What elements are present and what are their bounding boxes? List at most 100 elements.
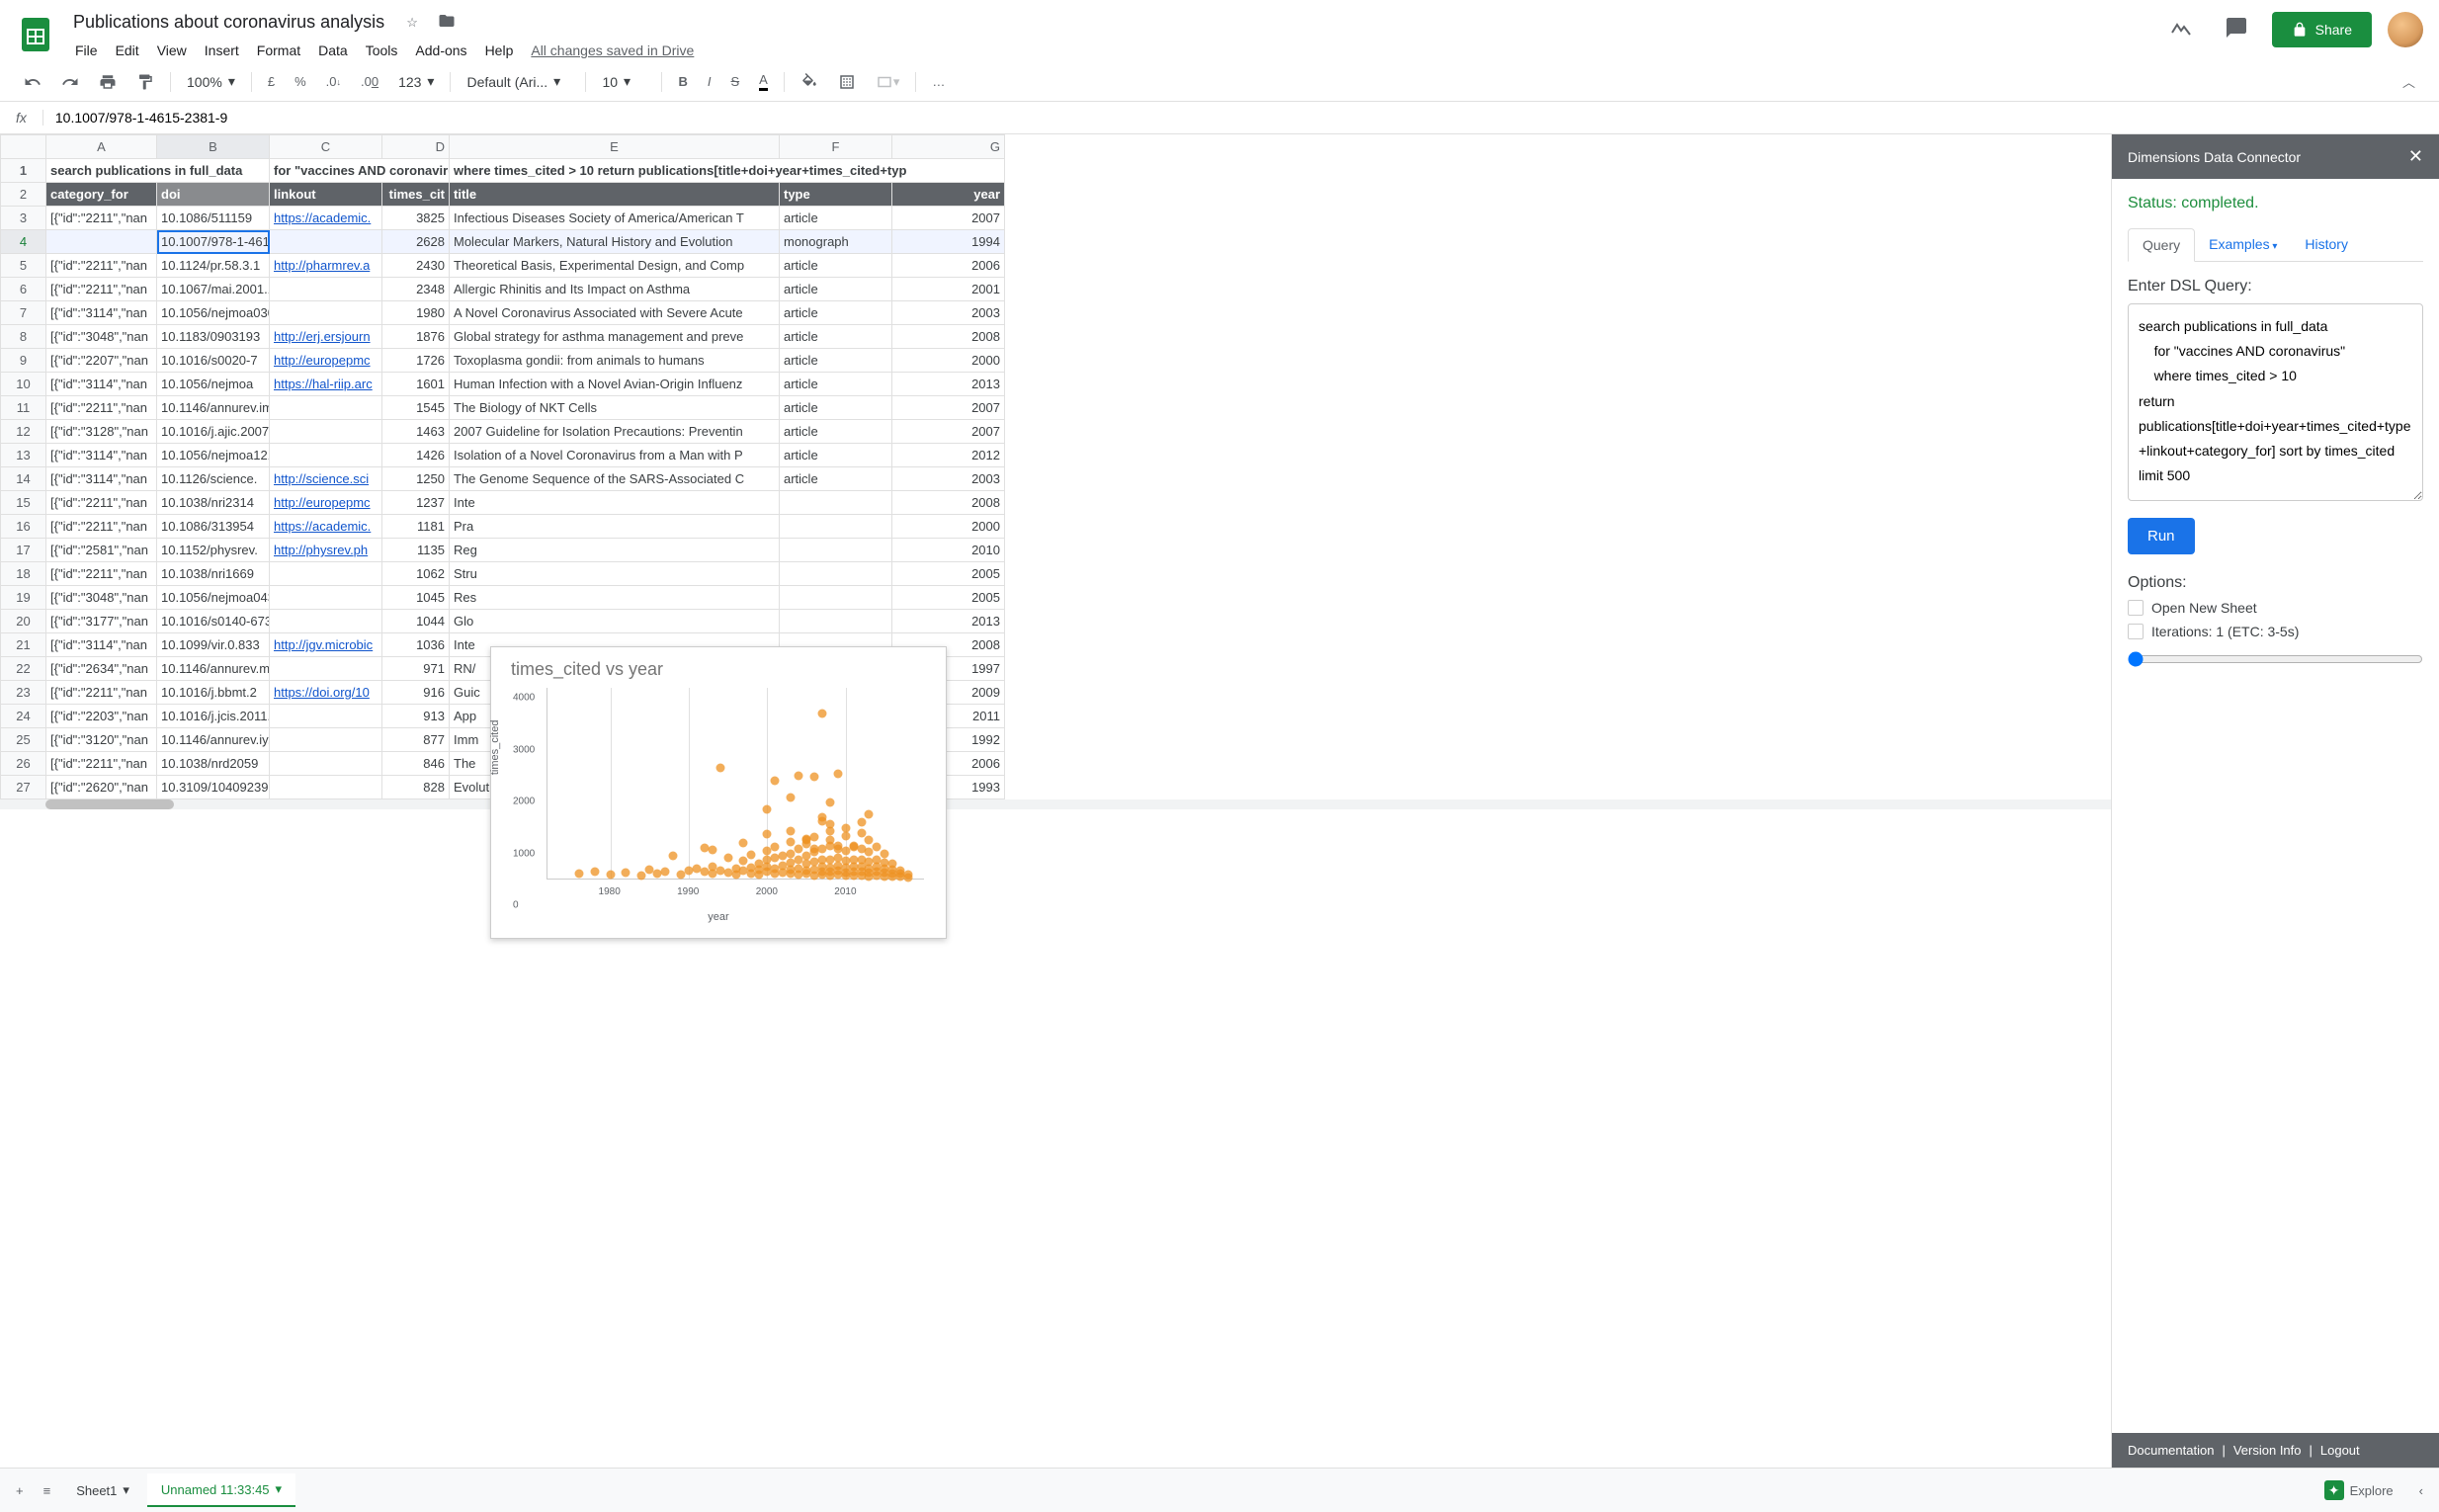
col-header-B[interactable]: B: [157, 135, 270, 159]
cell-B3[interactable]: 10.1086/511159: [157, 207, 270, 230]
cell-E16[interactable]: Pra: [450, 515, 780, 539]
cell-B11[interactable]: 10.1146/annurev.immunol.25.0221: [157, 396, 270, 420]
cell-C26[interactable]: [270, 752, 382, 776]
save-status[interactable]: All changes saved in Drive: [523, 39, 702, 62]
row-header-22[interactable]: 22: [1, 657, 46, 681]
currency-button[interactable]: £: [260, 68, 283, 95]
col-header-C[interactable]: C: [270, 135, 382, 159]
strikethrough-button[interactable]: S: [722, 68, 747, 95]
row-header-7[interactable]: 7: [1, 301, 46, 325]
cell-G6[interactable]: 2001: [892, 278, 1005, 301]
row-header-14[interactable]: 14: [1, 467, 46, 491]
cell-A10[interactable]: [{"id":"3114","nan: [46, 373, 157, 396]
cell-E10[interactable]: Human Infection with a Novel Avian-Origi…: [450, 373, 780, 396]
header-doi[interactable]: doi: [157, 183, 270, 207]
merge-icon[interactable]: ▾: [868, 67, 908, 97]
row-header-17[interactable]: 17: [1, 539, 46, 562]
cell-B10[interactable]: 10.1056/nejmoa: [157, 373, 270, 396]
cell-B16[interactable]: 10.1086/313954: [157, 515, 270, 539]
row-header-27[interactable]: 27: [1, 776, 46, 799]
cell-E7[interactable]: A Novel Coronavirus Associated with Seve…: [450, 301, 780, 325]
font-size-select[interactable]: 10 ▾: [594, 67, 653, 96]
tab-history[interactable]: History: [2291, 228, 2362, 261]
cell-C13[interactable]: [270, 444, 382, 467]
cell-F10[interactable]: article: [780, 373, 892, 396]
cell-D19[interactable]: 1045: [382, 586, 450, 610]
footer-doc[interactable]: Documentation: [2128, 1443, 2214, 1458]
cell-A13[interactable]: [{"id":"3114","nan: [46, 444, 157, 467]
col-header-A[interactable]: A: [46, 135, 157, 159]
cell-G13[interactable]: 2012: [892, 444, 1005, 467]
cell-F8[interactable]: article: [780, 325, 892, 349]
horizontal-scrollbar[interactable]: [0, 799, 2111, 809]
cell-A15[interactable]: [{"id":"2211","nan: [46, 491, 157, 515]
cell-D7[interactable]: 1980: [382, 301, 450, 325]
collapse-toolbar-icon[interactable]: ︿: [2395, 66, 2423, 97]
cell-D20[interactable]: 1044: [382, 610, 450, 633]
menu-insert[interactable]: Insert: [197, 39, 247, 62]
cell-B26[interactable]: 10.1038/nrd2059: [157, 752, 270, 776]
header-title[interactable]: title: [450, 183, 780, 207]
menu-view[interactable]: View: [149, 39, 195, 62]
col-header-D[interactable]: D: [382, 135, 450, 159]
cell-F5[interactable]: article: [780, 254, 892, 278]
format-select[interactable]: 123 ▾: [390, 67, 442, 96]
cell-C16[interactable]: https://academic.: [270, 515, 382, 539]
query-input[interactable]: [2128, 303, 2423, 501]
cell-B13[interactable]: 10.1056/nejmoa1211721: [157, 444, 270, 467]
cell-B27[interactable]: 10.3109/10409239309078440: [157, 776, 270, 799]
cell-C7[interactable]: [270, 301, 382, 325]
cell-F3[interactable]: article: [780, 207, 892, 230]
cell-G15[interactable]: 2008: [892, 491, 1005, 515]
cell-B8[interactable]: 10.1183/0903193: [157, 325, 270, 349]
row-header-26[interactable]: 26: [1, 752, 46, 776]
cell-C1[interactable]: for "vaccines AND coronavirus": [270, 159, 450, 183]
col-header-G[interactable]: G: [892, 135, 1005, 159]
cell-D6[interactable]: 2348: [382, 278, 450, 301]
cell-B15[interactable]: 10.1038/nri2314: [157, 491, 270, 515]
cell-A26[interactable]: [{"id":"2211","nan: [46, 752, 157, 776]
cell-B7[interactable]: 10.1056/nejmoa030781: [157, 301, 270, 325]
cell-A7[interactable]: [{"id":"3114","nan: [46, 301, 157, 325]
cell-G18[interactable]: 2005: [892, 562, 1005, 586]
cell-A9[interactable]: [{"id":"2207","nan: [46, 349, 157, 373]
bold-button[interactable]: B: [670, 68, 695, 95]
row-header-9[interactable]: 9: [1, 349, 46, 373]
cell-A12[interactable]: [{"id":"3128","nan: [46, 420, 157, 444]
cell-A8[interactable]: [{"id":"3048","nan: [46, 325, 157, 349]
row-header-11[interactable]: 11: [1, 396, 46, 420]
iterations-slider[interactable]: [2128, 651, 2423, 667]
cell-E5[interactable]: Theoretical Basis, Experimental Design, …: [450, 254, 780, 278]
header-type[interactable]: type: [780, 183, 892, 207]
cell-D3[interactable]: 3825: [382, 207, 450, 230]
cell-A27[interactable]: [{"id":"2620","nan: [46, 776, 157, 799]
cell-C14[interactable]: http://science.sci: [270, 467, 382, 491]
cell-C4[interactable]: [270, 230, 382, 254]
menu-addons[interactable]: Add-ons: [407, 39, 474, 62]
row-header-13[interactable]: 13: [1, 444, 46, 467]
cell-A20[interactable]: [{"id":"3177","nan: [46, 610, 157, 633]
cell-D23[interactable]: 916: [382, 681, 450, 705]
cell-D21[interactable]: 1036: [382, 633, 450, 657]
cell-B20[interactable]: 10.1016/s0140-6736(13)60222-6: [157, 610, 270, 633]
cell-E3[interactable]: Infectious Diseases Society of America/A…: [450, 207, 780, 230]
cell-E13[interactable]: Isolation of a Novel Coronavirus from a …: [450, 444, 780, 467]
menu-format[interactable]: Format: [249, 39, 308, 62]
cell-F19[interactable]: [780, 586, 892, 610]
explore-button[interactable]: ✦ Explore: [2311, 1472, 2407, 1508]
cell-B5[interactable]: 10.1124/pr.58.3.1: [157, 254, 270, 278]
header-category_for[interactable]: category_for: [46, 183, 157, 207]
col-header-F[interactable]: F: [780, 135, 892, 159]
cell-F18[interactable]: [780, 562, 892, 586]
open-new-sheet-checkbox[interactable]: [2128, 600, 2144, 616]
cell-C5[interactable]: http://pharmrev.a: [270, 254, 382, 278]
cell-E8[interactable]: Global strategy for asthma management an…: [450, 325, 780, 349]
tab-examples[interactable]: Examples: [2195, 228, 2291, 261]
cell-G8[interactable]: 2008: [892, 325, 1005, 349]
cell-E11[interactable]: The Biology of NKT Cells: [450, 396, 780, 420]
cell-D16[interactable]: 1181: [382, 515, 450, 539]
row-header-21[interactable]: 21: [1, 633, 46, 657]
header-linkout[interactable]: linkout: [270, 183, 382, 207]
cell-F20[interactable]: [780, 610, 892, 633]
cell-E1[interactable]: where times_cited > 10 return publicatio…: [450, 159, 1005, 183]
